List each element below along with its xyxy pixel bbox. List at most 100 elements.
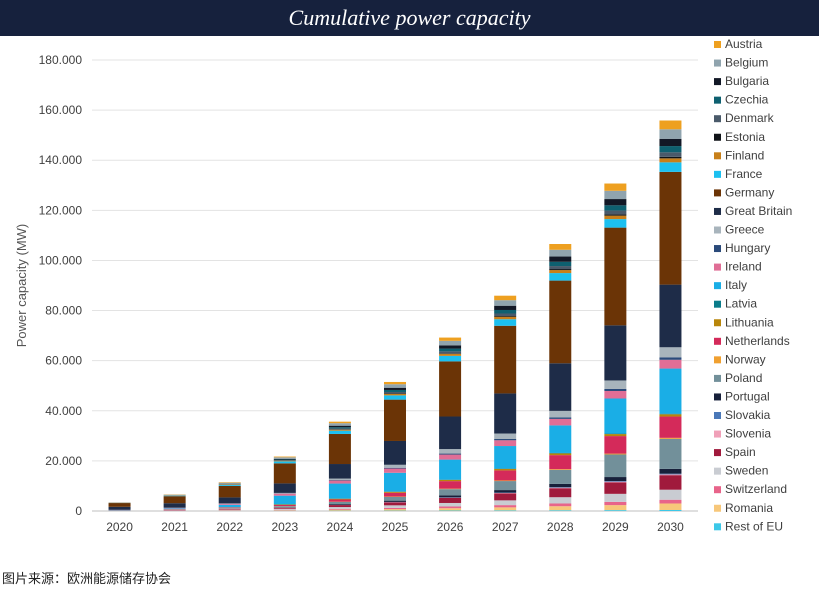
bar-segment (439, 351, 462, 354)
bar-stack-2023 (273, 456, 296, 511)
legend-swatch (714, 226, 721, 234)
bar-segment (439, 508, 462, 511)
bar-segment (659, 359, 682, 369)
bar-segment (328, 499, 351, 502)
bar-stack-2026 (439, 337, 462, 511)
bar-segment (218, 503, 241, 505)
bar-segment (384, 440, 406, 465)
bar-segment (273, 458, 296, 460)
bar-segment (604, 325, 627, 381)
bar-segment (163, 495, 186, 497)
bar-segment (549, 483, 572, 488)
bar-segment (604, 482, 627, 494)
chart-title: Cumulative power capacity (288, 5, 531, 30)
bar-segment (273, 504, 296, 506)
legend-swatch (714, 96, 721, 104)
legend-label: Ireland (725, 260, 762, 274)
bar-segment (549, 497, 572, 504)
bar-segment (384, 381, 406, 385)
legend-item: Rest of EU (714, 519, 783, 533)
legend-label: Great Britain (725, 204, 792, 218)
bar-segment (328, 501, 351, 504)
bar-segment (549, 487, 572, 488)
legend-item: Czechia (714, 93, 769, 107)
bar-segment (494, 393, 517, 434)
bar-segment (659, 437, 682, 439)
legend-item: Portugal (714, 389, 770, 403)
bar-segment (604, 510, 627, 511)
legend-swatch (714, 78, 721, 86)
legend-label: Netherlands (725, 334, 790, 348)
bar-segment (163, 496, 186, 504)
bar-segment (494, 440, 517, 447)
bar-segment (494, 446, 517, 469)
bar-segment (273, 492, 296, 494)
legend-item: Romania (714, 501, 773, 515)
y-tick-label: 160.000 (39, 103, 83, 117)
x-tick-label: 2020 (106, 520, 133, 534)
legend-swatch (714, 115, 721, 123)
bar-segment (328, 480, 351, 481)
bar-segment (328, 505, 351, 508)
y-tick-label: 20.000 (45, 454, 82, 468)
bar-segment (604, 199, 627, 206)
legend-swatch (714, 300, 721, 308)
bar-segment (549, 469, 572, 484)
x-tick-label: 2021 (161, 520, 188, 534)
bar-segment (604, 501, 627, 506)
legend-item: Slovakia (714, 408, 771, 422)
y-tick-label: 0 (75, 504, 82, 518)
bar-segment (384, 492, 406, 497)
bar-segment (273, 459, 296, 461)
bar-segment (273, 506, 296, 508)
bar-segment (384, 384, 406, 388)
bar-segment (494, 325, 517, 394)
bar-segment (384, 391, 406, 394)
legend-item: Finland (714, 148, 764, 162)
bar-segment (439, 502, 462, 507)
bar-segment (494, 507, 517, 511)
bar-segment (494, 300, 517, 306)
legend-swatch (714, 467, 721, 475)
bar-segment (328, 428, 351, 430)
bar-segment (494, 316, 517, 320)
bar-segment (659, 162, 682, 172)
bar-segment (494, 505, 517, 508)
y-tick-label: 60.000 (45, 354, 82, 368)
legend-swatch (714, 412, 721, 419)
legend-label: Slovenia (725, 427, 771, 441)
bar-segment (604, 390, 627, 399)
legend-swatch (714, 152, 721, 160)
legend-item: Germany (714, 185, 774, 199)
x-tick-label: 2024 (327, 520, 354, 534)
y-tick-label: 40.000 (45, 404, 82, 418)
legend-item: Poland (714, 371, 762, 385)
bar-segment (384, 502, 406, 506)
bar-segment (328, 498, 351, 500)
bar-segment (604, 433, 627, 435)
legend-label: Rest of EU (725, 519, 783, 533)
bars (108, 120, 682, 511)
bar-segment (549, 249, 572, 257)
legend-item: Latvia (714, 297, 757, 311)
legend-swatch (714, 523, 721, 531)
bar-segment (604, 219, 627, 228)
legend-swatch (714, 59, 721, 67)
bar-segment (163, 508, 186, 510)
bar-segment (659, 468, 682, 474)
source-text: 图片来源：欧洲能源储存协会 (2, 572, 172, 587)
bar-segment (384, 496, 406, 501)
bar-segment (218, 507, 241, 509)
bar-segment (328, 507, 351, 509)
bar-segment (439, 345, 462, 349)
bar-segment (439, 459, 462, 480)
legend-item: Greece (714, 223, 765, 237)
bar-segment (384, 387, 406, 390)
legend-label: Austria (725, 37, 763, 51)
bar-segment (549, 455, 572, 470)
legend-label: Norway (725, 352, 766, 366)
legend-item: Lithuania (714, 315, 774, 329)
legend-label: Germany (725, 185, 774, 199)
bar-segment (604, 227, 627, 326)
legend-label: Latvia (725, 297, 757, 311)
